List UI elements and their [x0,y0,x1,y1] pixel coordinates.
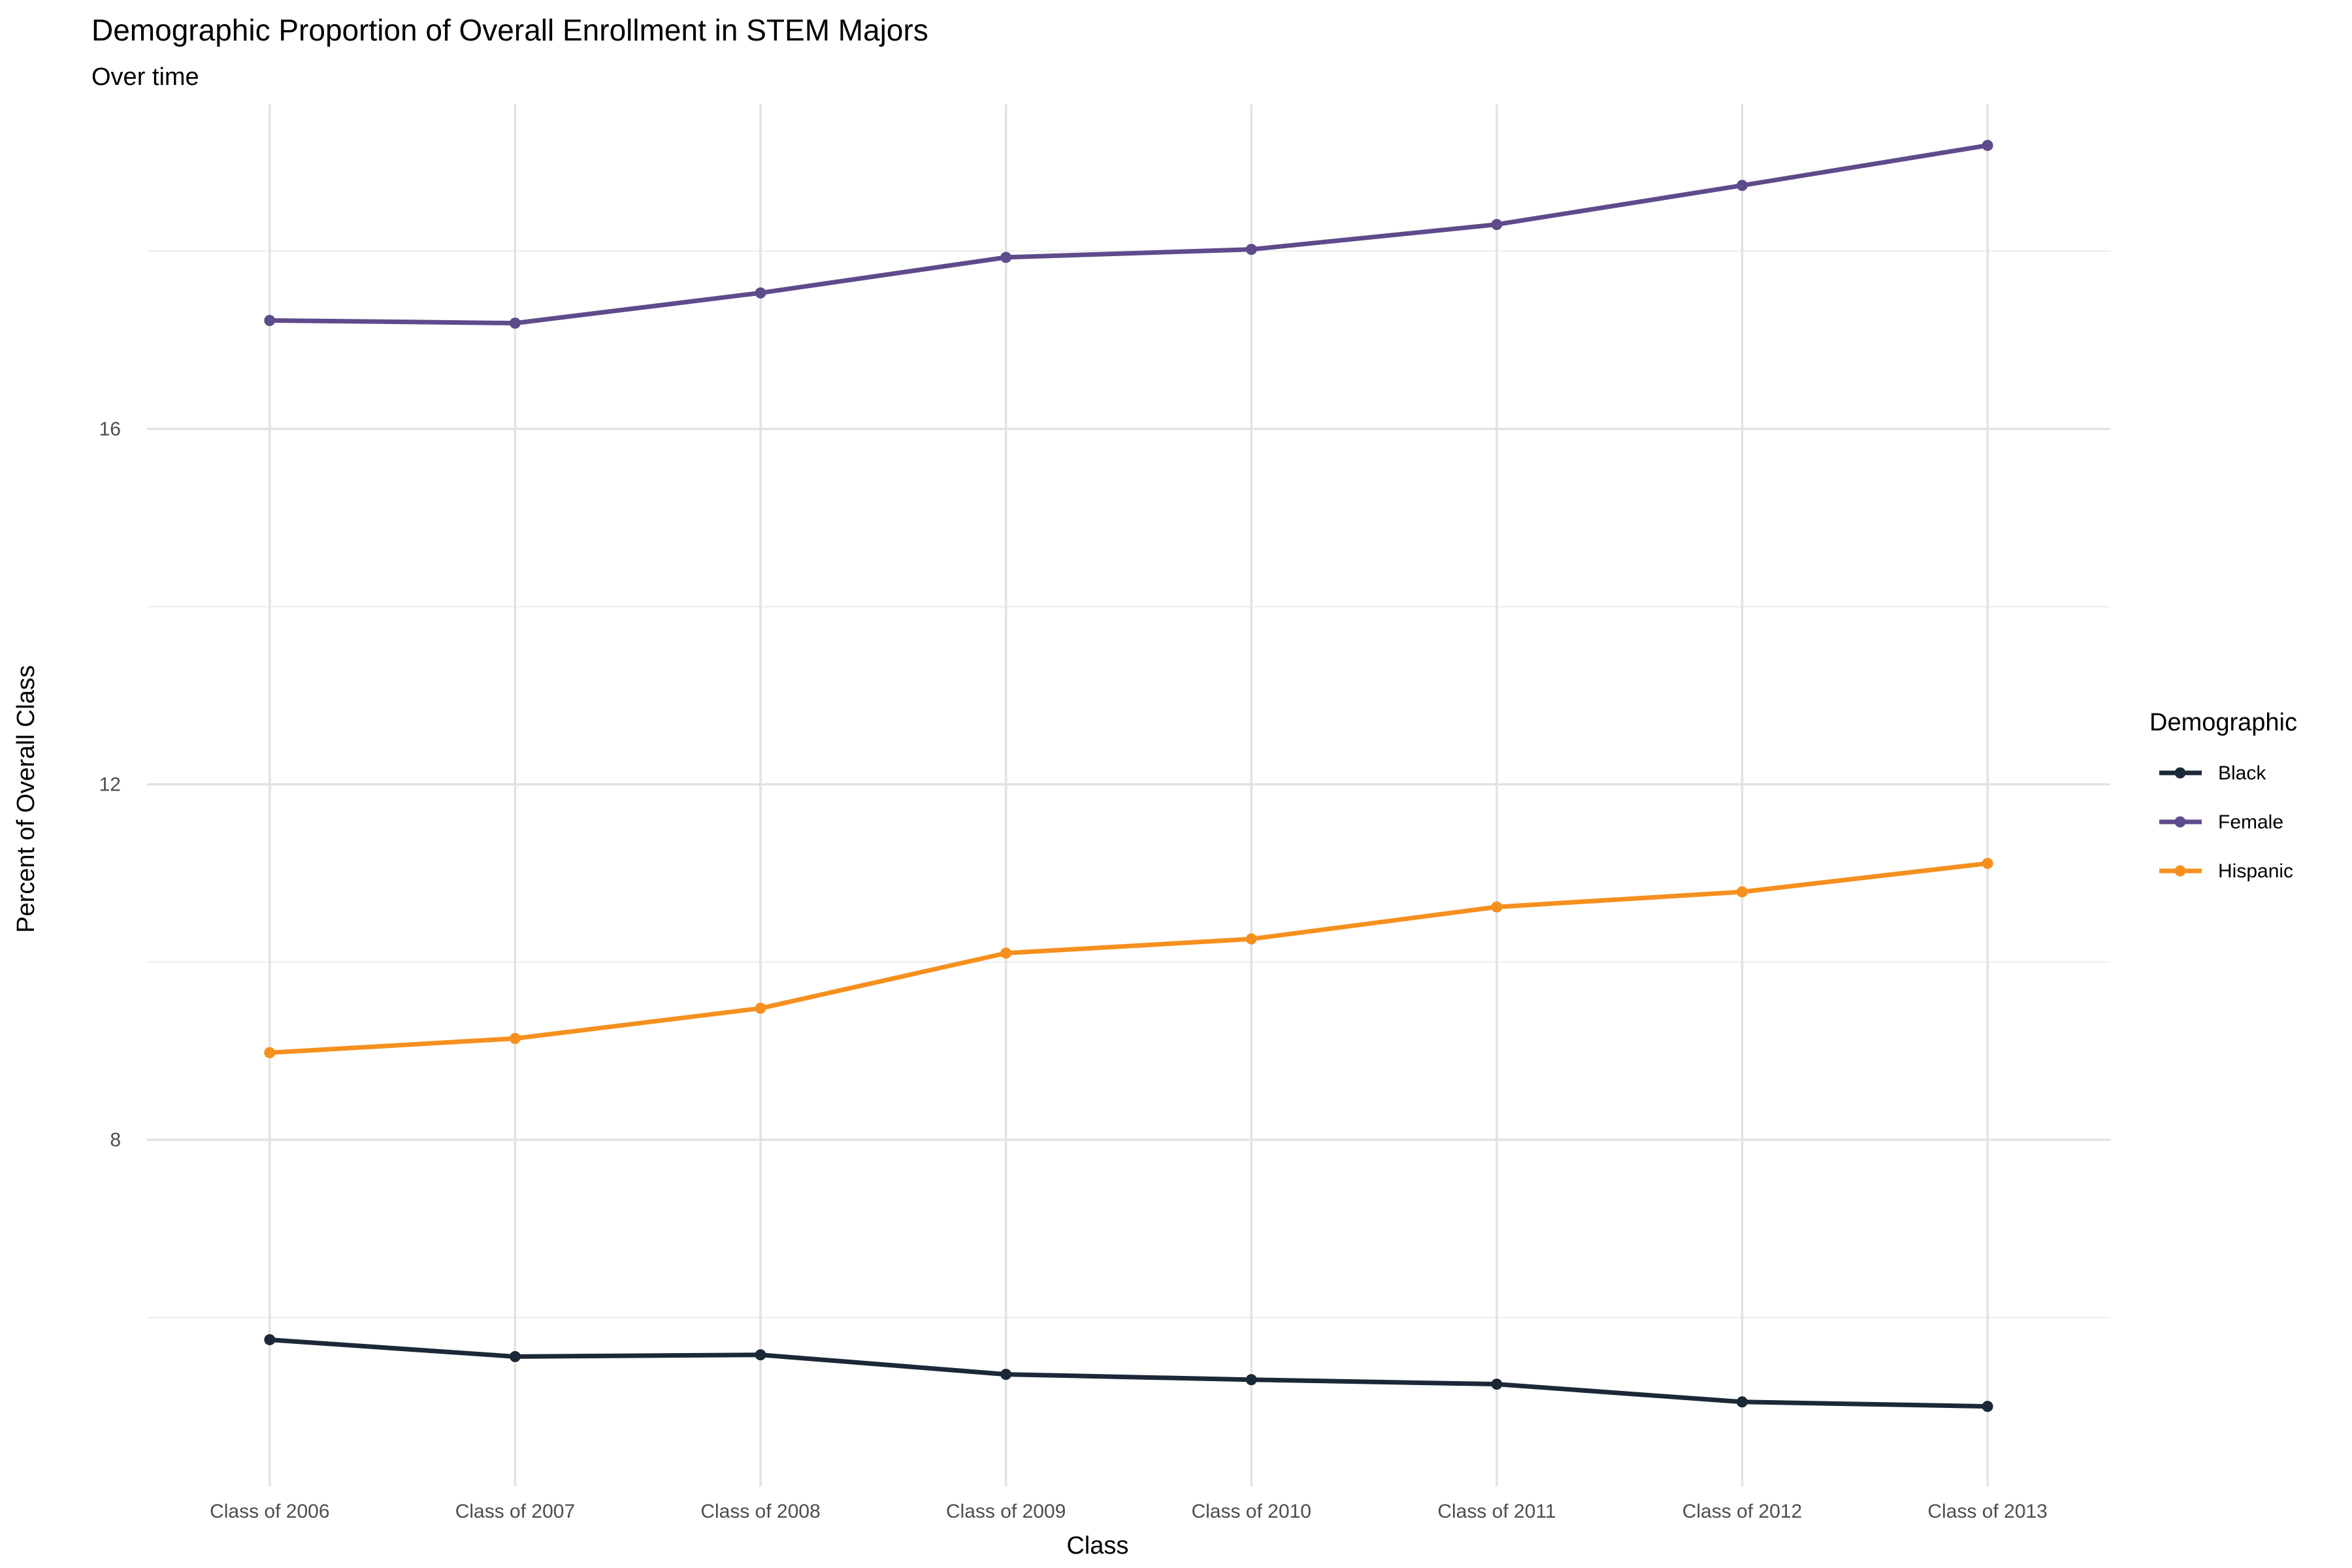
series-line-female [267,143,1990,326]
data-point-hispanic [1491,901,1503,913]
data-point-black [755,1349,766,1361]
data-point-female [509,318,521,329]
legend: Demographic Black Female Hispanic [2149,709,2297,882]
data-point-female [755,287,766,299]
x-tick-label: Class of 2010 [1192,1501,1311,1522]
x-tick-label: Class of 2012 [1682,1501,1802,1522]
data-point-female [264,315,276,327]
legend-key-point-hispanic [2174,865,2186,877]
legend-label-black: Black [2218,762,2266,784]
data-point-black [1982,1401,1993,1413]
grid-lines [147,105,2110,1486]
data-point-black [264,1334,276,1346]
data-point-black [509,1350,521,1362]
data-point-hispanic [264,1047,276,1058]
data-point-hispanic [1000,947,1012,959]
legend-key-point-black [2174,767,2186,779]
series-lines [267,143,1990,1409]
legend-title: Demographic [2149,709,2297,736]
x-axis-title: Class [1066,1532,1128,1560]
data-point-hispanic [755,1002,766,1014]
y-tick-label: 16 [99,418,121,440]
y-axis-title: Percent of Overall Class [12,665,40,933]
chart-title: Demographic Proportion of Overall Enroll… [91,13,928,47]
legend-label-hispanic: Hispanic [2218,860,2293,882]
legend-key-point-female [2174,816,2186,828]
legend-label-female: Female [2218,811,2283,833]
data-point-female [1000,252,1012,263]
data-point-hispanic [1245,933,1257,945]
chart-subtitle: Over time [91,63,199,91]
data-point-black [1000,1369,1012,1380]
x-axis-ticks: Class of 2006 Class of 2007 Class of 2008 C… [210,1501,2048,1522]
data-point-black [1491,1379,1503,1390]
y-tick-label: 8 [110,1130,121,1151]
series-line-hispanic [267,861,1990,1055]
y-axis-ticks: 8 12 16 [99,418,121,1151]
data-point-female [1245,244,1257,255]
data-point-hispanic [509,1032,521,1044]
x-tick-label: Class of 2006 [210,1501,329,1522]
x-tick-label: Class of 2008 [700,1501,820,1522]
x-tick-label: Class of 2007 [455,1501,575,1522]
x-tick-label: Class of 2009 [946,1501,1066,1522]
data-point-female [1491,219,1503,231]
y-tick-label: 12 [99,774,121,795]
series-points [264,140,1993,1413]
x-tick-label: Class of 2011 [1437,1501,1556,1522]
data-point-female [1982,140,1993,152]
data-point-hispanic [1982,858,1993,870]
data-point-hispanic [1737,886,1748,898]
data-point-black [1245,1374,1257,1386]
series-line-black [267,1337,1990,1409]
data-point-female [1737,180,1748,191]
x-tick-label: Class of 2013 [1927,1501,2047,1522]
data-point-black [1737,1396,1748,1408]
